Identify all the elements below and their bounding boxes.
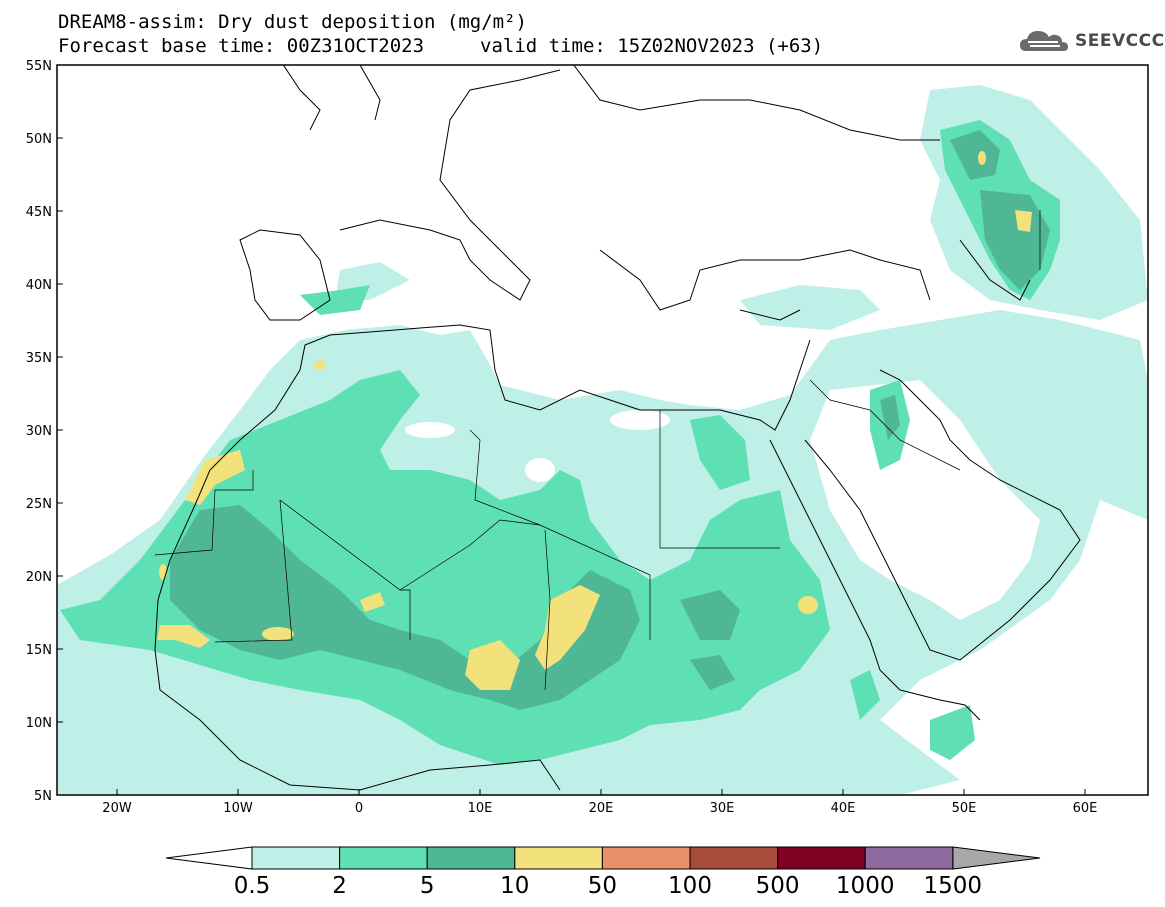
colorbar-high-triangle xyxy=(952,846,1041,870)
lat-label: 45N xyxy=(26,205,52,220)
colorbar-label: 100 xyxy=(668,873,712,899)
colorbar-label: 10 xyxy=(500,873,529,899)
lat-label: 20N xyxy=(26,570,52,585)
colorbar-label: 0.5 xyxy=(234,873,271,899)
colorbar-swatch xyxy=(601,846,691,870)
lat-label: 40N xyxy=(26,278,52,293)
colorbar-label: 1500 xyxy=(924,873,983,899)
lat-label: 30N xyxy=(26,424,52,439)
colorbar-swatch xyxy=(864,846,954,870)
lat-label: 55N xyxy=(26,59,52,74)
lon-label: 60E xyxy=(1073,801,1098,816)
valid-time-label: valid time: 15Z02NOV2023 (+63) xyxy=(480,35,824,57)
lon-label: 20E xyxy=(589,801,614,816)
longitude-axis: 20W 10W 0 10E 20E 30E 40E 50E 60E xyxy=(102,789,1097,816)
colorbar-label: 2 xyxy=(332,873,347,899)
lon-label: 10E xyxy=(468,801,493,816)
lon-label: 30E xyxy=(710,801,735,816)
lat-label: 50N xyxy=(26,132,52,147)
lon-label: 10W xyxy=(223,801,253,816)
lon-label: 20W xyxy=(102,801,132,816)
colorbar-swatch xyxy=(426,846,516,870)
colorbar-label: 5 xyxy=(420,873,435,899)
lat-label: 5N xyxy=(34,789,52,804)
cloud-icon xyxy=(1020,31,1068,51)
lat-label: 15N xyxy=(26,643,52,658)
chart-title: DREAM8-assim: Dry dust deposition (mg/m²… xyxy=(58,11,527,33)
lon-label: 50E xyxy=(952,801,977,816)
colorbar-low-triangle xyxy=(165,846,253,870)
borders xyxy=(154,210,1041,691)
lon-label: 40E xyxy=(831,801,856,816)
colorbar: 0.5 2 5 10 50 100 500 1000 1500 xyxy=(165,846,1041,899)
latitude-axis: 55N 50N 45N 40N 35N 30N 25N 20N 15N 10N 5N xyxy=(26,59,63,804)
colorbar-swatch xyxy=(339,846,428,870)
logo-text: SEEVCCC xyxy=(1075,31,1165,51)
colorbar-swatch xyxy=(251,846,341,870)
lat-label: 10N xyxy=(26,716,52,731)
colorbar-label: 50 xyxy=(588,873,617,899)
seevccc-logo: SEEVCCC xyxy=(1018,26,1165,56)
colorbar-swatch xyxy=(689,846,779,870)
colorbar-swatch xyxy=(777,846,866,870)
lon-label: 0 xyxy=(355,801,363,816)
coastlines xyxy=(154,65,1081,791)
lat-label: 35N xyxy=(26,351,52,366)
colorbar-label: 500 xyxy=(756,873,800,899)
colorbar-swatch xyxy=(514,846,603,870)
dust-field xyxy=(57,65,1148,795)
colorbar-label: 1000 xyxy=(836,873,895,899)
base-time-label: Forecast base time: 00Z31OCT2023 xyxy=(58,35,425,57)
lat-label: 25N xyxy=(26,497,52,512)
